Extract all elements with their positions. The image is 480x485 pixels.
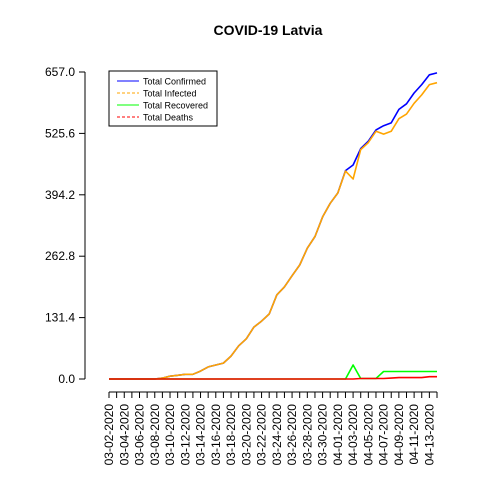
x-tick-label: 03-28-2020 — [300, 404, 314, 466]
x-tick-label: 03-24-2020 — [270, 404, 284, 466]
x-tick-label: 03-06-2020 — [133, 404, 147, 466]
series-line-total-recovered — [109, 364, 437, 380]
x-tick-label: 03-12-2020 — [178, 404, 192, 466]
series-line-total-infected — [109, 81, 438, 380]
x-tick-label: 03-04-2020 — [117, 404, 131, 466]
series-lines — [109, 72, 438, 380]
x-tick-label: 03-10-2020 — [163, 404, 177, 466]
y-tick-label: 262.8 — [45, 249, 75, 263]
legend-label: Total Confirmed — [143, 77, 206, 87]
x-tick-label: 03-20-2020 — [239, 404, 253, 466]
y-tick-label: 0.0 — [58, 372, 75, 386]
y-tick-label: 525.6 — [45, 126, 75, 140]
x-tick-label: 03-26-2020 — [285, 404, 299, 466]
legend-label: Total Recovered — [143, 101, 208, 111]
x-tick-label: 03-22-2020 — [255, 404, 269, 466]
x-tick-label: 03-02-2020 — [102, 404, 116, 466]
x-tick-label: 03-14-2020 — [194, 404, 208, 466]
x-tick-label: 04-13-2020 — [422, 404, 436, 466]
x-tick-label: 04-03-2020 — [346, 404, 360, 466]
x-tick-label: 04-05-2020 — [361, 404, 375, 466]
x-tick-label: 04-07-2020 — [377, 404, 391, 466]
y-tick-label: 394.2 — [45, 188, 75, 202]
x-tick-label: 04-01-2020 — [331, 404, 345, 466]
legend-label: Total Infected — [143, 89, 197, 99]
x-tick-label: 03-08-2020 — [148, 404, 162, 466]
x-tick-label: 04-09-2020 — [392, 404, 406, 466]
y-tick-label: 657.0 — [45, 65, 75, 79]
y-tick-label: 131.4 — [45, 311, 75, 325]
x-tick-label: 03-18-2020 — [224, 404, 238, 466]
x-tick-label: 03-16-2020 — [209, 404, 223, 466]
series-line-total-deaths — [109, 375, 437, 380]
legend-label: Total Deaths — [143, 113, 194, 123]
chart-title: COVID-19 Latvia — [214, 22, 323, 38]
x-tick-label: 04-11-2020 — [407, 404, 421, 465]
x-tick-label: 03-30-2020 — [316, 404, 330, 466]
legend: Total Confirmed Total Infected Total Recov… — [108, 70, 218, 127]
